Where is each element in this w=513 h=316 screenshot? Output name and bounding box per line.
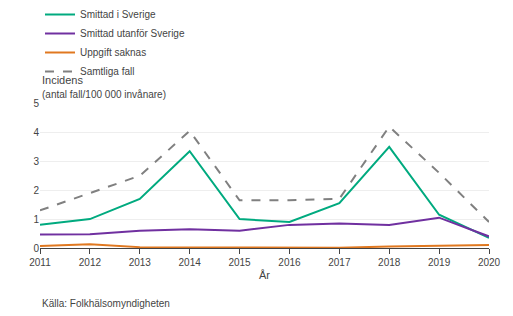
svg-text:2020: 2020 (478, 257, 501, 268)
svg-text:2017: 2017 (328, 257, 351, 268)
svg-text:2013: 2013 (129, 257, 152, 268)
svg-text:5: 5 (33, 98, 39, 109)
svg-text:4: 4 (33, 127, 39, 138)
svg-text:Incidens: Incidens (42, 74, 83, 86)
svg-text:2019: 2019 (428, 257, 451, 268)
svg-text:3: 3 (33, 156, 39, 167)
svg-text:Källa: Folkhälsomyndigheten: Källa: Folkhälsomyndigheten (42, 298, 170, 309)
svg-text:Uppgift saknas: Uppgift saknas (80, 47, 146, 58)
svg-text:2014: 2014 (179, 257, 202, 268)
svg-text:2016: 2016 (278, 257, 301, 268)
svg-text:2018: 2018 (378, 257, 401, 268)
svg-text:Samtliga fall: Samtliga fall (80, 66, 134, 77)
svg-text:Smittad i Sverige: Smittad i Sverige (80, 9, 156, 20)
svg-text:(antal fall/100 000 invånare): (antal fall/100 000 invånare) (42, 89, 166, 100)
svg-text:2: 2 (33, 185, 39, 196)
svg-text:2012: 2012 (79, 257, 102, 268)
svg-text:2015: 2015 (228, 257, 251, 268)
svg-text:2011: 2011 (29, 257, 51, 268)
svg-text:0: 0 (33, 243, 39, 254)
svg-text:1: 1 (33, 214, 39, 225)
svg-text:År: År (259, 269, 270, 281)
svg-text:Smittad utanför Sverige: Smittad utanför Sverige (80, 28, 185, 39)
